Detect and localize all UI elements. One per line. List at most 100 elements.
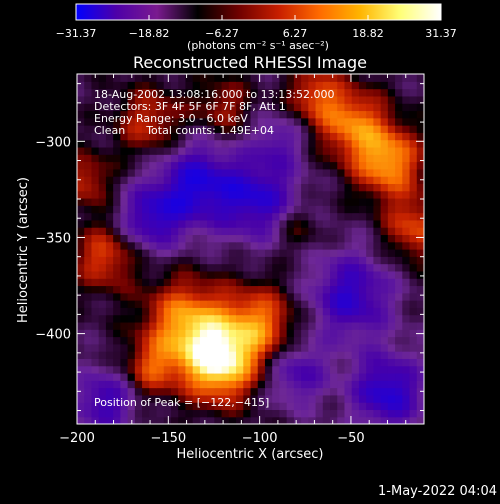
heatmap-cell bbox=[366, 416, 374, 424]
heatmap-cell bbox=[409, 88, 418, 97]
heatmap-cell bbox=[322, 256, 331, 265]
heatmap-cell bbox=[91, 212, 100, 221]
heatmap-cell bbox=[105, 314, 114, 323]
heatmap-cell bbox=[322, 205, 331, 214]
heatmap-cell bbox=[98, 74, 107, 82]
heatmap-cell bbox=[315, 307, 324, 316]
heatmap-cell bbox=[293, 365, 302, 374]
heatmap-cell bbox=[358, 103, 367, 112]
heatmap-cell bbox=[149, 103, 158, 112]
heatmap-cell bbox=[134, 416, 143, 424]
heatmap-cell bbox=[315, 292, 324, 301]
heatmap-cell bbox=[149, 132, 158, 141]
heatmap-cell bbox=[380, 241, 389, 250]
heatmap-cell bbox=[142, 161, 150, 170]
heatmap-cell bbox=[221, 154, 230, 163]
heatmap-cell bbox=[134, 88, 143, 97]
heatmap-cell bbox=[236, 307, 244, 316]
heatmap-cell bbox=[127, 241, 136, 250]
heatmap-cell bbox=[214, 365, 223, 374]
heatmap-cell bbox=[134, 234, 143, 243]
heatmap-cell bbox=[380, 372, 389, 381]
heatmap-cell bbox=[91, 161, 100, 170]
heatmap-cell bbox=[178, 103, 187, 112]
heatmap-cell bbox=[337, 146, 346, 155]
heatmap-cell bbox=[250, 227, 259, 236]
heatmap-cell bbox=[279, 183, 288, 192]
heatmap-cell bbox=[91, 154, 100, 163]
heatmap-cell bbox=[264, 88, 273, 97]
heatmap-cell bbox=[330, 81, 338, 90]
heatmap-cell bbox=[84, 372, 93, 381]
heatmap-cell bbox=[293, 307, 302, 316]
heatmap-cell bbox=[351, 329, 360, 338]
heatmap-cell bbox=[178, 95, 187, 104]
heatmap-cell bbox=[243, 321, 252, 330]
heatmap-cell bbox=[113, 256, 121, 265]
heatmap-cell bbox=[236, 154, 244, 163]
heatmap-cell bbox=[315, 394, 324, 403]
heatmap-cell bbox=[272, 81, 281, 90]
heatmap-cell bbox=[207, 212, 215, 221]
heatmap-cell bbox=[77, 88, 85, 97]
heatmap-cell bbox=[308, 380, 317, 389]
heatmap-cell bbox=[337, 139, 346, 148]
heatmap-cell bbox=[214, 380, 223, 389]
heatmap-cell bbox=[344, 270, 353, 279]
heatmap-cell bbox=[236, 263, 244, 272]
heatmap-cell bbox=[257, 329, 266, 338]
heatmap-cell bbox=[156, 351, 165, 359]
heatmap-cell bbox=[149, 307, 158, 316]
heatmap-cell bbox=[142, 409, 150, 418]
heatmap-cell bbox=[192, 183, 201, 192]
heatmap-cell bbox=[402, 343, 411, 352]
heatmap-cell bbox=[207, 416, 215, 424]
heatmap-cell bbox=[402, 146, 411, 155]
heatmap-cell bbox=[221, 168, 230, 177]
heatmap-cell bbox=[344, 241, 353, 250]
heatmap-cell bbox=[286, 81, 295, 90]
heatmap-cell bbox=[134, 394, 143, 403]
heatmap-cell bbox=[301, 365, 309, 374]
heatmap-cell bbox=[373, 249, 382, 257]
heatmap-cell bbox=[416, 132, 424, 141]
heatmap-cell bbox=[113, 249, 121, 257]
colorbar-gradient bbox=[76, 4, 441, 20]
heatmap-cell bbox=[315, 329, 324, 338]
heatmap-cell bbox=[380, 103, 389, 112]
heatmap-cell bbox=[308, 234, 317, 243]
heatmap-cell bbox=[373, 372, 382, 381]
heatmap-cell bbox=[199, 110, 208, 119]
heatmap-cell bbox=[105, 125, 114, 133]
heatmap-cell bbox=[91, 256, 100, 265]
heatmap-cell bbox=[120, 125, 129, 133]
heatmap-cell bbox=[98, 365, 107, 374]
heatmap-cell bbox=[315, 372, 324, 381]
heatmap-cell bbox=[301, 336, 309, 345]
heatmap-cell bbox=[185, 132, 194, 141]
heatmap-cell bbox=[409, 285, 418, 294]
heatmap-cell bbox=[178, 314, 187, 323]
heatmap-cell bbox=[185, 402, 194, 411]
heatmap-cell bbox=[156, 314, 165, 323]
heatmap-cell bbox=[286, 183, 295, 192]
heatmap-cell bbox=[163, 212, 172, 221]
heatmap-cell bbox=[142, 314, 150, 323]
annotation-time-range: 18-Aug-2002 13:08:16.000 to 13:13:52.000 bbox=[94, 88, 335, 101]
heatmap-cell bbox=[98, 380, 107, 389]
heatmap-cell bbox=[395, 110, 403, 119]
heatmap-cell bbox=[257, 125, 266, 133]
heatmap-cell bbox=[344, 227, 353, 236]
heatmap-cell bbox=[272, 103, 281, 112]
heatmap-cell bbox=[308, 103, 317, 112]
heatmap-cell bbox=[91, 372, 100, 381]
colorbar-tick-label: 6.27 bbox=[283, 27, 308, 40]
heatmap-cell bbox=[395, 190, 403, 199]
heatmap-cell bbox=[351, 227, 360, 236]
heatmap-cell bbox=[301, 314, 309, 323]
heatmap-cell bbox=[308, 161, 317, 170]
heatmap-cell bbox=[91, 183, 100, 192]
heatmap-cell bbox=[351, 74, 360, 82]
heatmap-cell bbox=[257, 197, 266, 206]
heatmap-cell bbox=[127, 103, 136, 112]
